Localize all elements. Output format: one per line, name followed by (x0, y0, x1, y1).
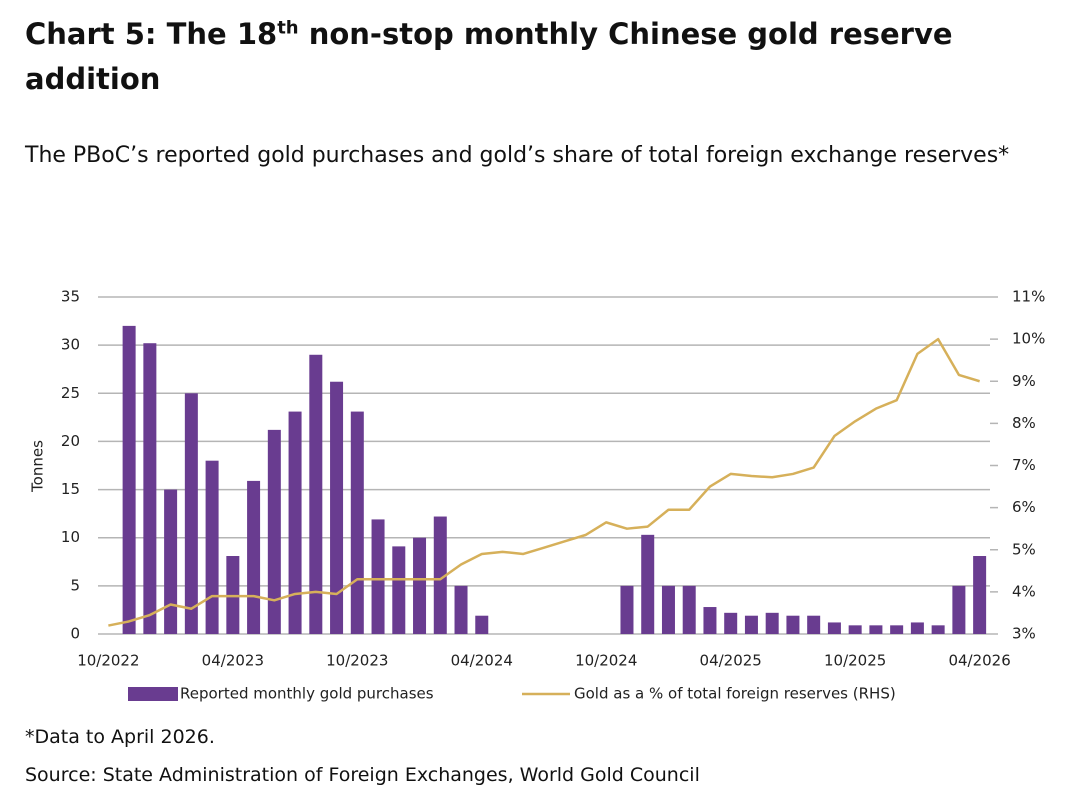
bar (620, 585, 634, 634)
y-tick-label: 10 (61, 528, 80, 546)
bar (143, 343, 157, 634)
bar (392, 546, 406, 634)
bar (350, 411, 364, 634)
bar (848, 625, 862, 634)
bar (454, 585, 468, 634)
y2-tick-label: 9% (1012, 372, 1036, 390)
bar (827, 622, 841, 634)
bar (247, 480, 261, 634)
bar (890, 625, 904, 634)
y2-tick-label: 10% (1012, 330, 1045, 348)
line (108, 337, 980, 627)
x-tick-label: 04/2024 (451, 652, 513, 670)
footnote: *Data to April 2026. (25, 726, 215, 748)
x-tick-label: 10/2022 (77, 652, 139, 670)
bar (973, 556, 987, 634)
bar (205, 460, 219, 634)
bar (475, 615, 489, 634)
bar (703, 607, 717, 634)
bar (309, 354, 323, 634)
title-part: non-stop monthly Chinese gold reserve ad… (25, 17, 953, 96)
bar (184, 393, 198, 634)
bar (869, 625, 883, 634)
title-part: Chart 5: The 18 (25, 17, 278, 51)
y2-tick-label: 11% (1012, 288, 1045, 306)
legend-label: Reported monthly gold purchases (180, 685, 434, 703)
x-tick-label: 04/2023 (202, 652, 264, 670)
bar (786, 615, 800, 634)
bar (744, 615, 758, 634)
x-tick-label: 10/2025 (824, 652, 886, 670)
bar (641, 534, 655, 634)
y2-tick-label: 3% (1012, 625, 1036, 643)
y-tick-label: 35 (61, 288, 80, 306)
y-tick-label: 25 (61, 384, 80, 402)
bar (413, 537, 427, 634)
y2-tick-label: 6% (1012, 498, 1036, 516)
y-axis-title: Tonnes (29, 440, 47, 493)
chart-subtitle: The PBoC’s reported gold purchases and g… (25, 143, 1010, 168)
x-tick-label: 04/2025 (700, 652, 762, 670)
bar (433, 516, 447, 634)
y2-tick-label: 7% (1012, 456, 1036, 474)
y-tick-label: 15 (61, 480, 80, 498)
y-tick-label: 5 (70, 576, 80, 594)
y2-tick-label: 8% (1012, 414, 1036, 432)
x-tick-label: 10/2024 (575, 652, 637, 670)
bar (724, 612, 738, 634)
bar (952, 585, 966, 634)
bar (164, 489, 178, 634)
bar (765, 612, 779, 634)
bar (288, 411, 302, 634)
chart: Tonnes 0 5 10 15 20 25 30 35 3% 4% 5% 6% 7% 8% 9% 10% 11… (29, 288, 1046, 703)
bar (267, 429, 281, 634)
title-superscript: th (277, 17, 299, 39)
legend-swatch (128, 687, 178, 701)
legend-label: Gold as a % of total foreign reserves (R… (574, 685, 896, 703)
y2-tick-label: 5% (1012, 540, 1036, 558)
bar (122, 325, 136, 634)
y2-tick-label: 4% (1012, 582, 1036, 600)
y-tick-label: 20 (61, 432, 80, 450)
bar (931, 625, 945, 634)
bar (682, 585, 696, 634)
bar (910, 622, 924, 634)
x-tick-label: 10/2023 (326, 652, 388, 670)
bar (661, 585, 675, 634)
x-tick-label: 04/2026 (948, 652, 1010, 670)
bar (371, 519, 385, 634)
y-tick-label: 0 (70, 625, 80, 643)
bar (330, 381, 344, 634)
chart-title: Chart 5: The 18th non-stop monthly Chine… (25, 12, 1025, 102)
y-tick-label: 30 (61, 336, 80, 354)
bar (807, 615, 821, 634)
source: Source: State Administration of Foreign … (25, 764, 700, 786)
